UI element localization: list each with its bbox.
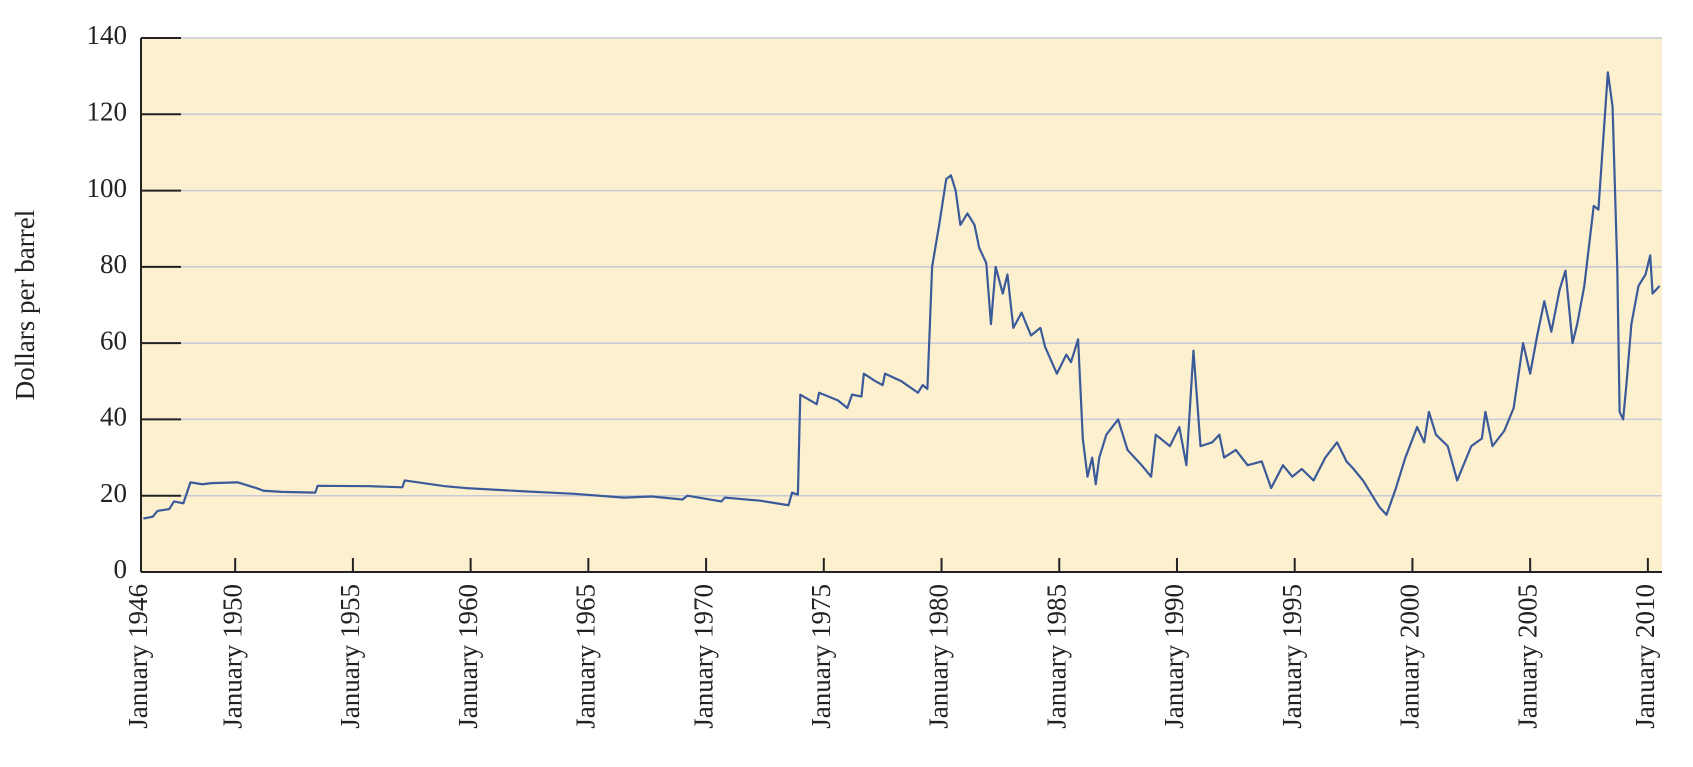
x-tick-label: January 1985 bbox=[1041, 584, 1071, 729]
price-line bbox=[143, 71, 1661, 520]
y-tick-label: 40 bbox=[100, 402, 127, 432]
x-tick-label: January 2010 bbox=[1630, 584, 1660, 729]
x-tick-label: January 1980 bbox=[924, 584, 954, 729]
y-tick-label: 20 bbox=[100, 478, 127, 508]
x-tick-label: January 1946 bbox=[123, 584, 153, 729]
x-tick-label: January 1970 bbox=[688, 584, 718, 729]
x-tick-label: January 1960 bbox=[453, 584, 483, 729]
x-tick-label: January 1990 bbox=[1159, 584, 1189, 729]
x-tick-label: January 2005 bbox=[1512, 584, 1542, 729]
y-axis-label: Dollars per barrel bbox=[10, 210, 40, 400]
x-tick-label: January 1955 bbox=[335, 584, 365, 729]
x-tick-label: January 1950 bbox=[217, 584, 247, 729]
y-tick-label: 80 bbox=[100, 249, 127, 279]
y-tick-label: 140 bbox=[87, 20, 128, 50]
x-tick-label: January 1965 bbox=[571, 584, 601, 729]
y-tick-label: 0 bbox=[114, 554, 128, 584]
x-tick-label: January 1995 bbox=[1277, 584, 1307, 729]
x-tick-label: January 1975 bbox=[806, 584, 836, 729]
x-tick-label: January 2000 bbox=[1395, 584, 1425, 729]
plot-background bbox=[141, 38, 1662, 572]
y-tick-label: 60 bbox=[100, 325, 127, 355]
y-tick-label: 100 bbox=[87, 173, 128, 203]
y-tick-label: 120 bbox=[87, 96, 128, 126]
